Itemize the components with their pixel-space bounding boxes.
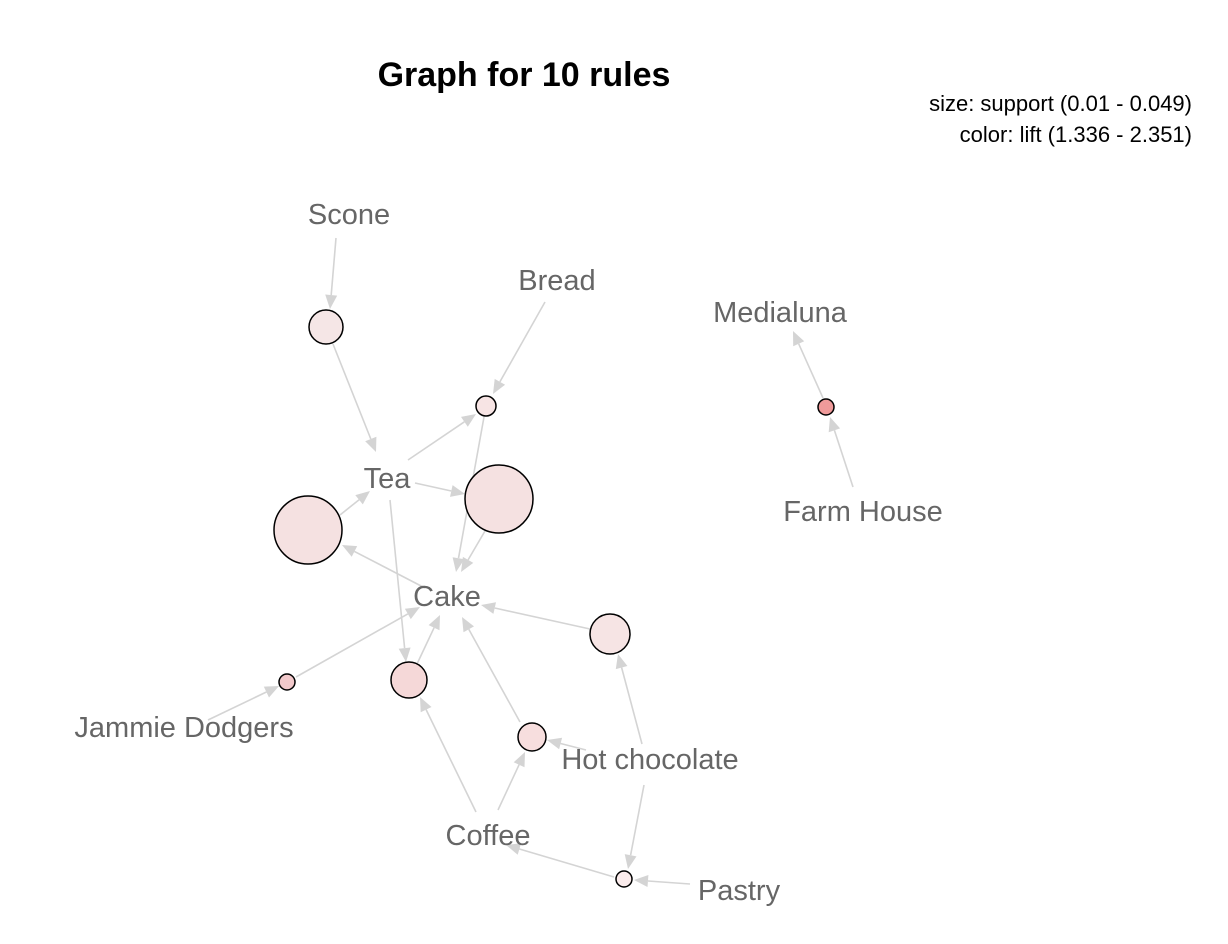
arrowhead-icon	[828, 417, 841, 433]
arrowhead-icon	[263, 686, 279, 698]
edge-line	[416, 627, 435, 665]
edge-pastry-to-rule	[634, 875, 691, 887]
arrowhead-icon	[450, 485, 465, 497]
edge-line	[389, 499, 406, 649]
edge-cake-to-rule	[342, 545, 426, 589]
rule-node-farmhouse-medialuna	[817, 398, 835, 416]
edge-scone-to-rule	[325, 237, 338, 309]
edge-line	[499, 301, 546, 383]
arrowhead-icon	[398, 647, 411, 662]
arrowhead-icon	[634, 875, 649, 887]
edge-rule-to-medialuna	[793, 331, 824, 399]
arrowhead-icon	[461, 414, 476, 427]
graph-title: Graph for 10 rules	[378, 56, 671, 94]
rule-node-coffee-tea-cake	[390, 661, 428, 699]
arrowhead-icon	[547, 737, 563, 750]
edge-line	[620, 667, 643, 745]
arrowhead-icon	[365, 436, 377, 452]
edge-coffee-to-rule-mid	[497, 752, 525, 811]
edge-line	[519, 848, 615, 878]
rule-node-cake-tea	[273, 495, 343, 565]
edge-rule-coffee-to-cake	[416, 615, 440, 665]
edge-line	[354, 550, 426, 589]
edge-rule-mid-to-cake	[462, 617, 521, 723]
item-label-farm-house: Farm House	[783, 496, 943, 528]
arrowhead-icon	[462, 617, 474, 633]
arrowhead-icon	[325, 294, 338, 309]
edge-line	[494, 607, 591, 630]
arrowhead-icon	[420, 697, 432, 713]
item-label-medialuna: Medialuna	[713, 297, 848, 329]
item-label-tea: Tea	[364, 463, 412, 495]
edge-line	[467, 530, 486, 561]
edge-line	[425, 709, 477, 813]
edge-line	[629, 784, 645, 856]
edge-line	[833, 430, 854, 488]
edge-hot-to-rule-right	[615, 654, 643, 745]
edge-bread-to-rule	[493, 301, 546, 394]
item-label-pastry: Pastry	[698, 875, 781, 907]
edge-hot-to-rule-mid	[547, 737, 587, 751]
edge-line	[339, 499, 360, 516]
edge-rule-to-tea-2	[339, 491, 370, 516]
edge-rule-hot-to-cake	[481, 602, 591, 630]
edge-line	[330, 237, 337, 296]
edge-line	[560, 742, 587, 751]
arrowhead-icon	[481, 602, 496, 614]
arrowhead-icon	[452, 557, 465, 572]
edge-line	[468, 628, 521, 723]
arrowhead-icon	[404, 607, 420, 620]
edge-rule-pastry-to-coffee	[506, 843, 615, 878]
arrowhead-icon	[506, 843, 522, 855]
arrowhead-icon	[342, 545, 358, 557]
edge-line	[207, 691, 267, 721]
edge-tea-to-rule-cake	[414, 482, 465, 497]
edge-jammie-to-rule	[207, 686, 279, 721]
edge-rule-cake-to-cake	[461, 530, 486, 572]
edge-farm-to-rule	[828, 417, 854, 488]
arrowhead-icon	[624, 854, 637, 869]
item-label-jammie-dodgers: Jammie Dodgers	[74, 712, 293, 744]
arrowhead-icon	[493, 378, 506, 394]
edge-rule-jammie-to-cake	[295, 607, 420, 678]
arrowhead-icon	[461, 556, 474, 572]
rule-node-tea-cake	[464, 464, 534, 534]
rule-node-hotchoc-pastry-coffee	[615, 870, 633, 888]
edge-line	[497, 764, 520, 811]
edge-tea-to-rule-bread	[407, 414, 476, 461]
rule-node-coffee-hotchoc-cake	[517, 722, 547, 752]
edge-hot-to-rule-pastry	[624, 784, 645, 869]
arrowhead-icon	[355, 491, 370, 505]
arrowhead-icon	[513, 752, 525, 768]
item-label-scone: Scone	[308, 199, 390, 231]
arrowhead-icon	[615, 654, 628, 670]
edge-coffee-to-rule-left	[420, 697, 477, 813]
rule-node-scone-tea	[308, 309, 344, 345]
item-label-hot-chocolate: Hot chocolate	[561, 744, 738, 776]
rule-node-jammie-cake	[278, 673, 296, 691]
item-label-bread: Bread	[518, 265, 595, 297]
legend-size: size: support (0.01 - 0.049)	[929, 91, 1192, 116]
edge-line	[797, 343, 824, 399]
rule-node-hotchoc-cake	[589, 613, 631, 655]
edge-line	[295, 613, 409, 678]
graph-edges	[207, 237, 854, 887]
edge-line	[332, 343, 372, 440]
edge-tea-to-rule-coffee	[389, 499, 411, 662]
item-label-cake: Cake	[413, 581, 481, 613]
rule-node-tea-bread-cake	[475, 395, 497, 417]
arrowhead-icon	[793, 331, 805, 347]
edge-rule-to-tea-1	[332, 343, 377, 452]
arrowhead-icon	[428, 615, 440, 631]
edge-line	[414, 482, 452, 492]
edge-line	[647, 880, 691, 885]
graph-rule-nodes	[273, 309, 835, 888]
edge-line	[407, 421, 465, 461]
legend-color: color: lift (1.336 - 2.351)	[960, 122, 1192, 147]
item-label-coffee: Coffee	[446, 820, 531, 852]
